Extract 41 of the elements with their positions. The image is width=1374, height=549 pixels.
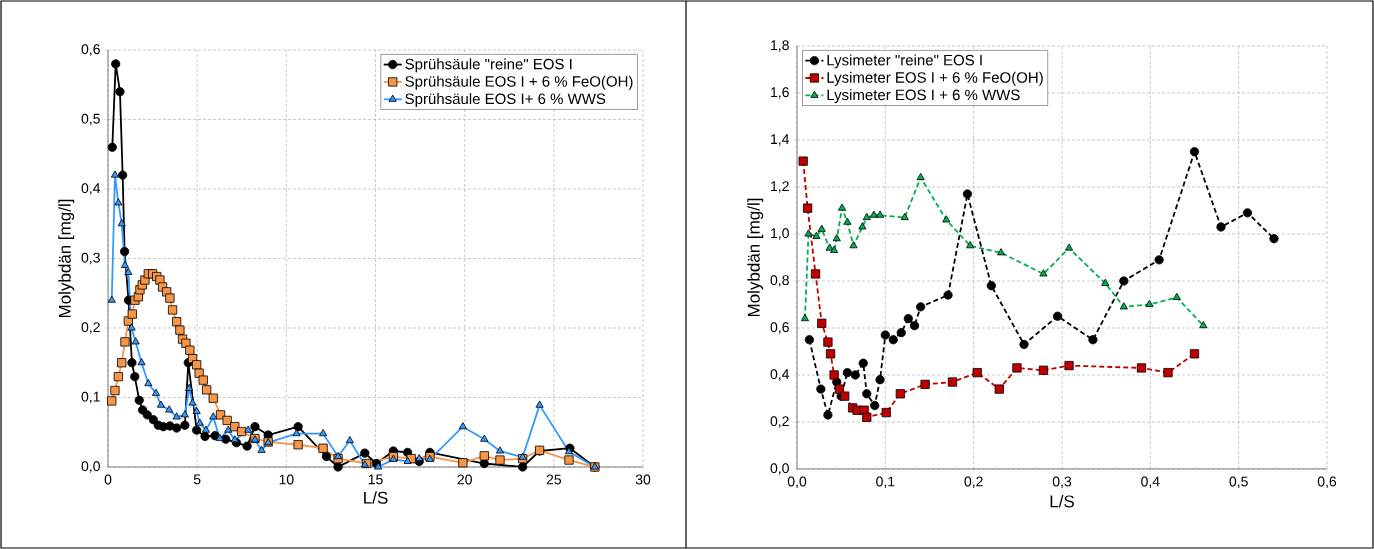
legend-label: Lysimeter EOS I + 6 % FeO(OH): [827, 71, 1043, 86]
y-tick-label: 0,0: [770, 463, 789, 475]
x-tick-label: 0,6: [1317, 476, 1337, 489]
y-tick-label: 0,1: [81, 391, 100, 404]
y-tick-label: 1,6: [771, 87, 789, 99]
x-axis-title: L/S: [1050, 494, 1074, 508]
y-tick-label: 0,8: [770, 275, 789, 287]
y-tick-label: 0,5: [81, 113, 100, 126]
y-tick-label: 0,2: [770, 416, 789, 428]
legend-label: Lysimeter "reine" EOS I: [827, 54, 982, 69]
x-tick-label: 0,4: [1141, 476, 1160, 489]
x-tick-label: 20: [457, 474, 472, 485]
y-tick-label: 0,3: [81, 252, 100, 265]
y-tick-label: 0,4: [770, 369, 790, 381]
x-tick-label: 30: [635, 474, 651, 485]
x-tick-label: 5: [193, 474, 201, 485]
x-tick-label: 15: [368, 474, 383, 485]
y-tick-label: 1,0: [771, 228, 789, 240]
y-tick-label: 0,0: [81, 461, 100, 473]
x-tick-label: 0,5: [1229, 476, 1248, 489]
x-tick-label: 0,3: [1052, 476, 1072, 489]
y-tick-label: 0,6: [770, 322, 789, 334]
legend-label: Sprühsäule "reine" EOS I: [405, 58, 572, 73]
x-tick-label: 0,1: [876, 476, 895, 489]
y-tick-label: 1,4: [771, 134, 790, 146]
y-tick-label: 1,2: [771, 181, 789, 193]
x-tick-label: 0: [104, 474, 112, 485]
x-tick-label: 0,0: [787, 476, 807, 489]
y-tick-label: 0,4: [81, 183, 101, 195]
y-axis-title: Molybdän [mg/l]: [747, 198, 764, 317]
y-tick-label: 0,2: [81, 322, 100, 334]
x-axis-title: L/S: [364, 491, 388, 504]
x-tick-label: 10: [279, 474, 294, 485]
x-tick-label: 25: [546, 474, 562, 485]
y-axis-title: Molybdän [mg/l]: [58, 199, 75, 318]
legend-label: Lysimeter EOS I + 6 % WWS: [827, 89, 1020, 104]
y-tick-label: 0,6: [81, 44, 100, 56]
x-tick-label: 0,2: [964, 476, 983, 489]
legend-label: Sprühsäule EOS I + 6 % FeO(OH): [405, 75, 633, 90]
y-tick-label: 1,8: [771, 40, 789, 52]
legend-label: Sprühsäule EOS I+ 6 % WWS: [405, 93, 606, 108]
